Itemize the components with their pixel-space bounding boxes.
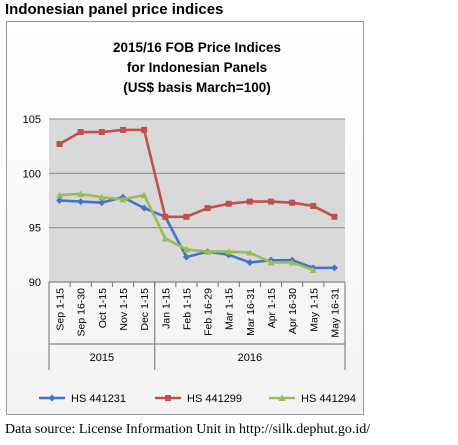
series-line: [58, 128, 336, 219]
legend-label: HS 441299: [187, 393, 242, 405]
data-point: [182, 245, 190, 253]
data-point: [246, 249, 254, 256]
data-point: [98, 129, 105, 136]
data-point: [161, 235, 169, 242]
plot-background: [49, 119, 345, 282]
data-point: [77, 129, 84, 136]
legend-marker: [165, 395, 171, 401]
data-point: [141, 126, 148, 133]
data-point: [246, 198, 253, 205]
data-point: [98, 199, 106, 207]
data-point: [288, 258, 296, 266]
data-point: [268, 198, 274, 205]
data-point: [183, 213, 190, 220]
x-tick-label: Mar 1-15: [224, 288, 236, 330]
legend-marker: [278, 394, 286, 401]
x-tick-label: Mar 16-31: [245, 288, 257, 336]
chart-title-line: (US$ basis March=100): [123, 80, 270, 95]
x-tick-label: Apr 16-30: [287, 288, 299, 334]
data-point: [225, 248, 233, 255]
chart-title-line: for Indonesian Panels: [127, 60, 267, 75]
x-tick-label: May 16-31: [329, 288, 341, 338]
data-point: [56, 191, 64, 199]
data-point: [289, 199, 296, 206]
x-tick-label: Oct 1-15: [97, 288, 109, 328]
data-point: [140, 191, 148, 199]
data-point: [310, 202, 317, 209]
data-point: [182, 253, 190, 261]
data-point: [120, 126, 126, 133]
x-tick-label: Sep 16-30: [76, 288, 88, 337]
data-point: [77, 198, 85, 206]
data-point: [162, 213, 169, 220]
data-point: [330, 264, 338, 272]
x-tick-label: Feb 1-15: [181, 288, 193, 330]
data-point: [204, 248, 212, 255]
y-tick-label: 105: [23, 114, 41, 126]
y-tick-label: 95: [29, 223, 41, 235]
x-tick-label: Apr 1-15: [266, 288, 278, 328]
legend-label: HS 441231: [71, 393, 126, 405]
data-point: [225, 200, 232, 207]
chart-title: 2015/16 FOB Price Indices for Indonesian …: [113, 40, 281, 95]
year-group-label: 2016: [238, 352, 262, 364]
plot-area: [49, 118, 345, 283]
data-point: [56, 140, 63, 147]
y-tick-label: 100: [23, 168, 41, 180]
data-source-note: Data source: License Information Unit in…: [5, 422, 371, 437]
chart-title-line: 2015/16 FOB Price Indices: [113, 40, 281, 55]
data-point: [204, 205, 211, 212]
x-tick-label: Feb 16-29: [203, 288, 215, 336]
data-point: [331, 213, 338, 220]
legend-marker: [48, 394, 56, 402]
data-point: [56, 197, 64, 204]
series-line: [59, 195, 335, 270]
chart-legend: HS 441231 HS 441299 HS 441294: [39, 393, 356, 405]
x-tick-label: Dec 1-15: [139, 288, 151, 331]
x-tick-label: Jan 1-15: [160, 288, 172, 329]
data-point: [309, 266, 317, 274]
page-heading: Indonesian panel price indices: [5, 1, 224, 18]
x-tick-label: Sep 1-15: [55, 288, 67, 331]
data-point: [119, 195, 127, 203]
x-tick-label: May 1-15: [308, 288, 320, 332]
year-group-label: 2015: [90, 352, 114, 364]
data-point: [98, 193, 106, 201]
y-tick-label: 90: [29, 277, 41, 289]
data-point: [246, 258, 254, 266]
x-tick-label: Nov 1-15: [118, 288, 130, 331]
legend-label: HS 441294: [301, 393, 356, 405]
data-point: [140, 204, 148, 212]
price-index-chart: 2015/16 FOB Price Indices for Indonesian …: [23, 40, 356, 405]
data-point: [77, 190, 85, 197]
axes: 90 95 100 105 Sep 1-15 Sep 16-30 Oct 1-15 Nov 1…: [23, 114, 346, 370]
data-point: [267, 258, 275, 266]
series-lines: [56, 126, 338, 274]
chart-frame: 2015/16 FOB Price Indices for Indonesian …: [6, 21, 364, 415]
